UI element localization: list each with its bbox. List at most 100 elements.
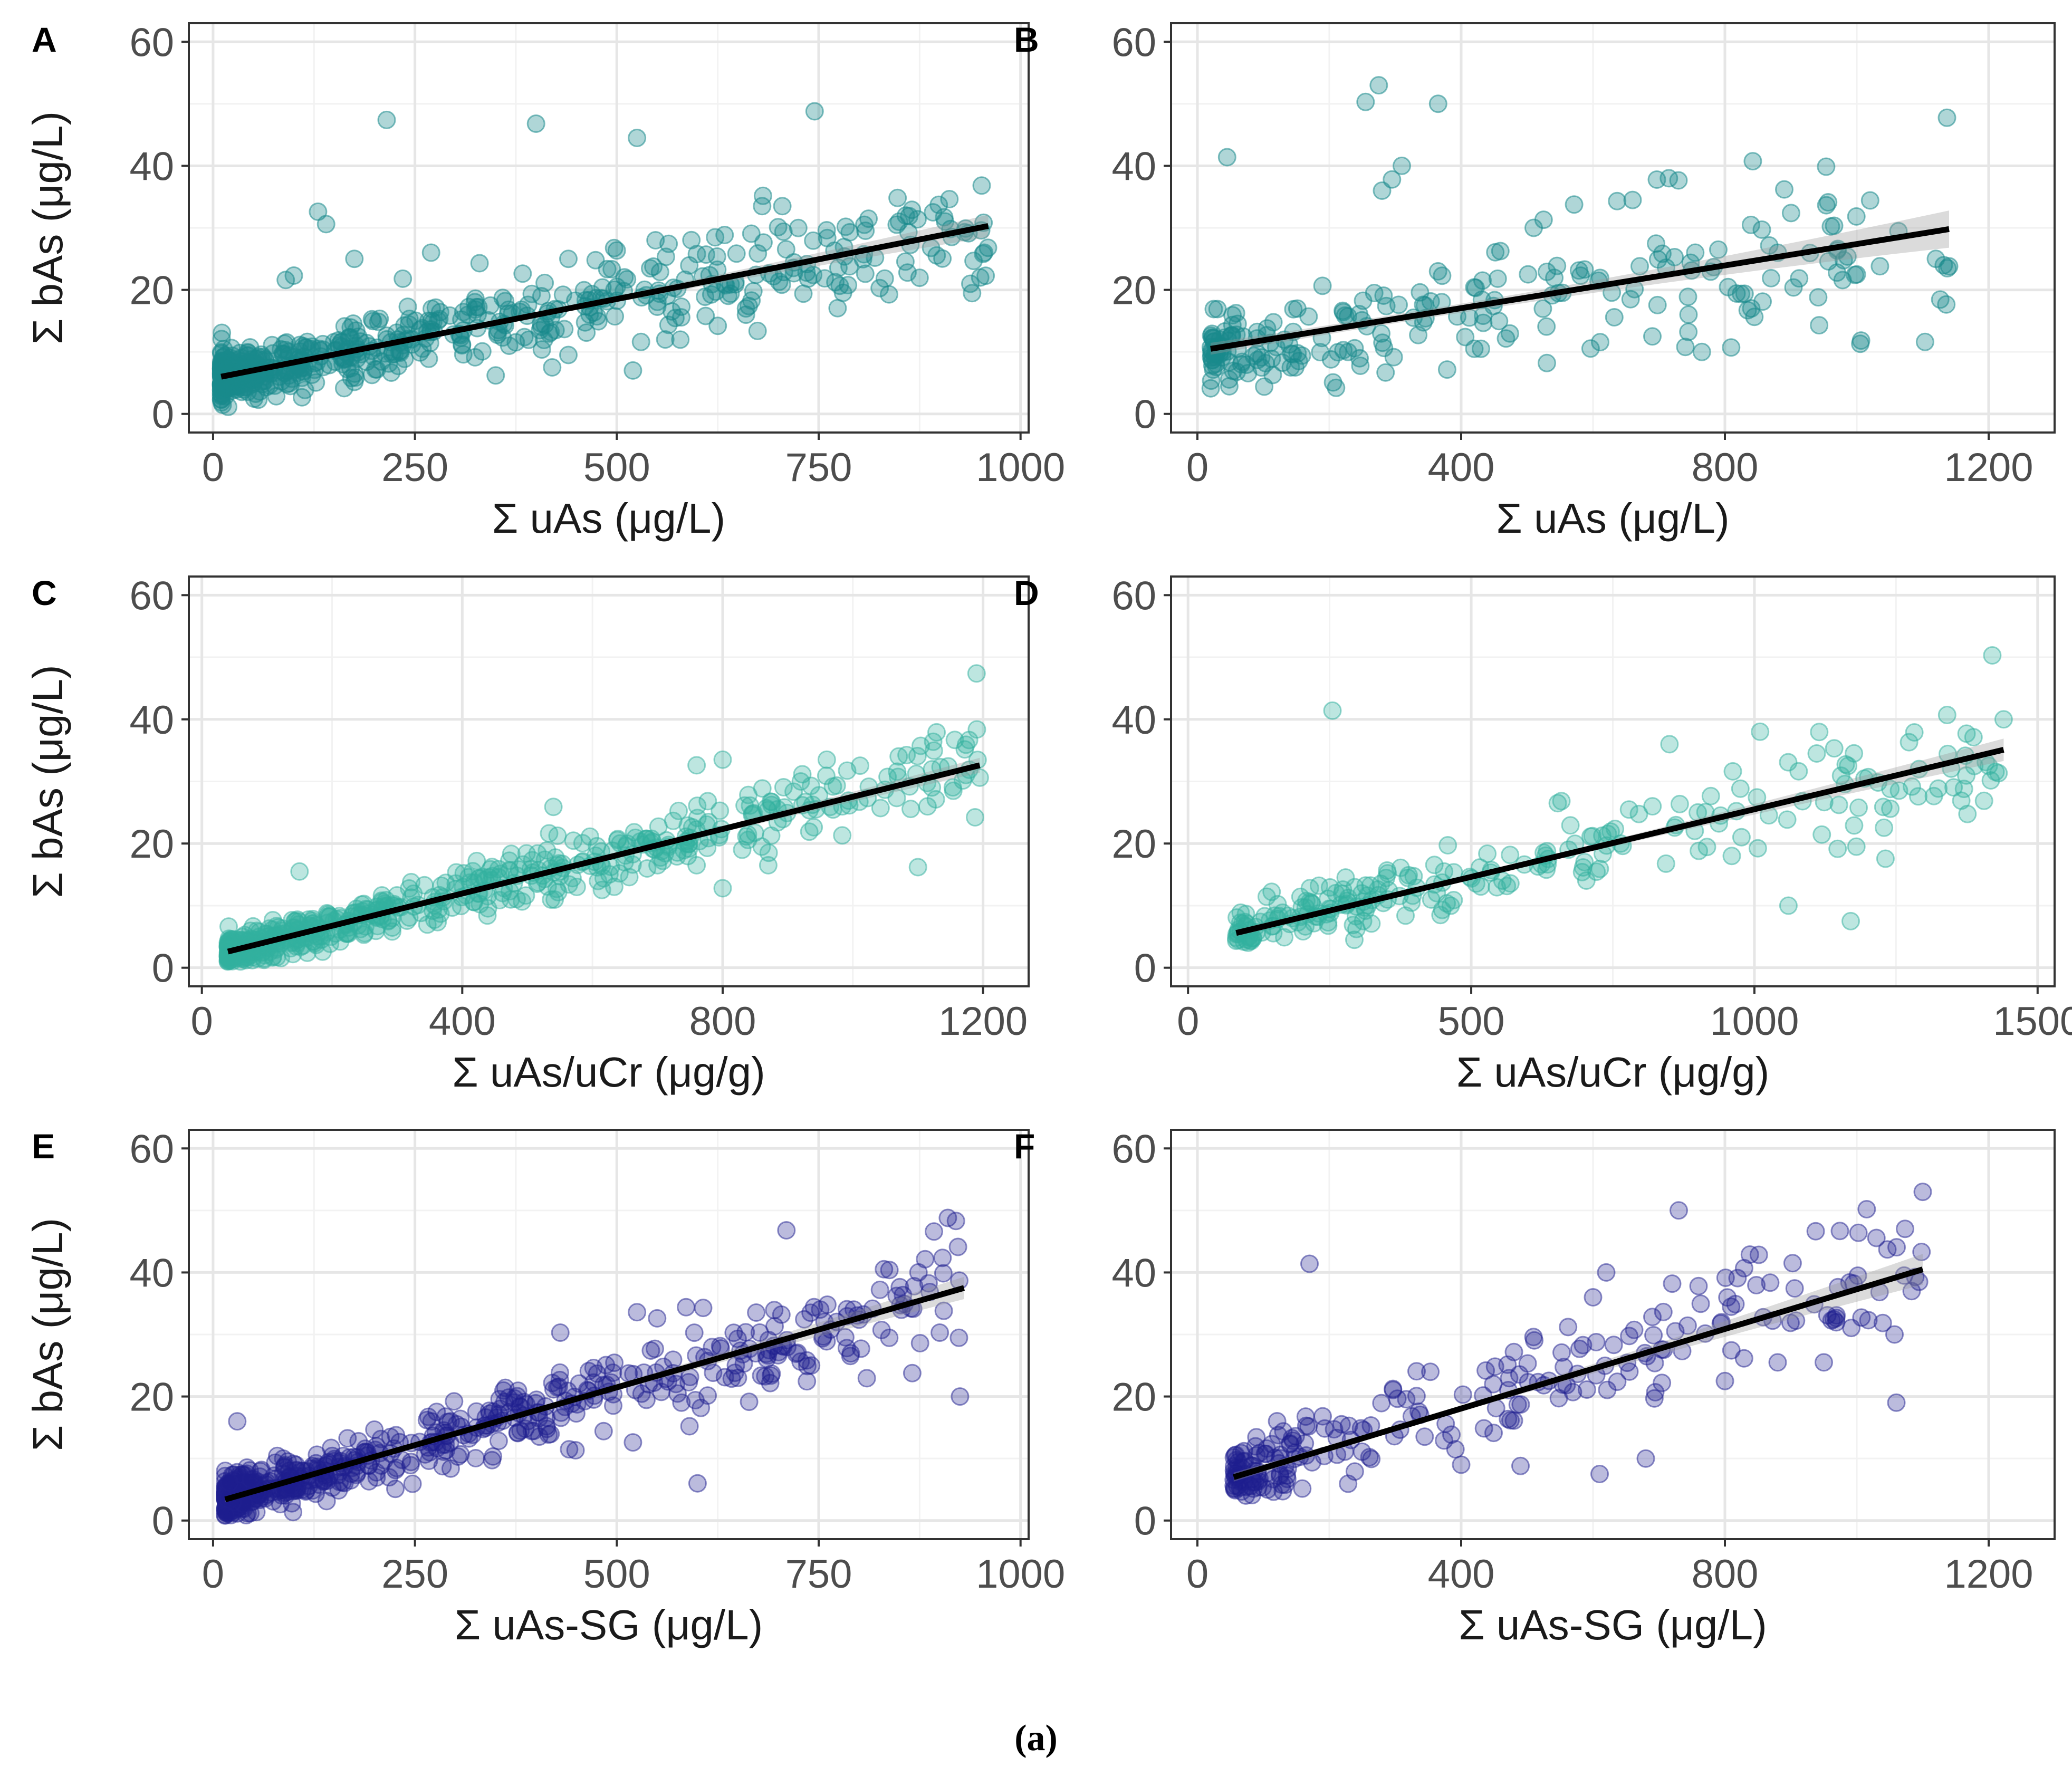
data-point	[473, 342, 492, 361]
panel-label: B	[1014, 20, 1039, 59]
chart-panel-e: 0 250 500 750 1000 0 20 40 60 Σ uAs-SG (μg/L) Σ bA…	[24, 1127, 1065, 1648]
data-point	[748, 321, 767, 340]
data-point	[967, 664, 986, 683]
data-point	[1821, 217, 1840, 236]
data-point	[1689, 1276, 1708, 1295]
data-point	[431, 904, 450, 923]
data-point	[752, 837, 771, 856]
data-point	[880, 1328, 899, 1347]
data-point	[774, 222, 793, 241]
data-point	[628, 1303, 647, 1322]
data-point	[736, 1323, 755, 1342]
x-axis-title: Σ uAs/uCr (μg/g)	[1456, 1049, 1769, 1096]
data-point	[680, 256, 699, 275]
data-point	[1663, 1274, 1682, 1293]
data-point	[838, 761, 857, 780]
data-point	[277, 374, 296, 393]
data-point	[284, 1503, 303, 1522]
chart-panel-a: 0 250 500 750 1000 0 20 40 60 Σ uAs (μg/L) Σ bAs (…	[24, 20, 1065, 542]
data-point	[1845, 816, 1864, 835]
data-point	[290, 862, 309, 881]
data-point	[406, 311, 425, 330]
data-point	[1486, 243, 1505, 262]
data-point	[1790, 269, 1809, 288]
data-point	[1676, 338, 1695, 357]
data-point	[606, 307, 625, 326]
data-point	[856, 222, 875, 240]
data-point	[1819, 193, 1838, 212]
data-point	[220, 1473, 239, 1492]
data-point	[377, 110, 396, 129]
data-point	[611, 834, 630, 853]
y-tick-label: 0	[1134, 946, 1156, 991]
x-tick-label: 0	[202, 445, 224, 490]
data-point	[313, 334, 332, 353]
data-point	[1817, 196, 1836, 215]
data-point	[889, 212, 908, 231]
data-point	[1474, 1419, 1493, 1438]
data-point	[1249, 1478, 1268, 1497]
data-point	[1431, 906, 1450, 925]
data-point	[1889, 781, 1908, 800]
y-axis-title: Σ bAs (μg/L)	[24, 665, 71, 898]
data-point	[316, 215, 335, 234]
data-point	[909, 1263, 928, 1282]
data-point	[513, 264, 532, 283]
data-point	[526, 114, 545, 133]
data-point	[956, 735, 975, 754]
y-tick-label: 40	[1111, 144, 1156, 189]
data-point	[1311, 343, 1330, 362]
data-point	[951, 1387, 970, 1406]
data-point	[908, 210, 927, 229]
data-point	[1741, 215, 1760, 234]
data-point	[851, 1339, 870, 1358]
data-point	[931, 1323, 949, 1342]
data-point	[1478, 844, 1497, 863]
y-tick-label: 40	[1111, 698, 1156, 743]
data-point	[1442, 1425, 1461, 1444]
data-point	[372, 352, 391, 371]
data-point	[540, 824, 559, 843]
data-point	[1339, 1474, 1358, 1493]
data-point	[1549, 1389, 1568, 1408]
data-point	[544, 798, 563, 817]
data-point	[688, 809, 707, 828]
data-point	[1584, 1288, 1603, 1307]
data-point	[713, 750, 732, 769]
data-point	[706, 228, 725, 247]
data-point	[598, 260, 617, 279]
data-point	[1608, 191, 1627, 210]
data-point	[1323, 373, 1342, 392]
data-point	[836, 217, 855, 236]
chart-panel-d: 0 500 1000 1500 0 20 40 60 Σ uAs/uCr (μg/g) D	[1014, 573, 2072, 1096]
data-point	[1552, 792, 1571, 811]
data-point	[924, 741, 943, 760]
data-point	[369, 312, 388, 331]
data-point	[1538, 353, 1556, 372]
data-point	[266, 1453, 285, 1472]
data-point	[773, 197, 792, 216]
data-point	[1648, 250, 1667, 269]
x-tick-label: 800	[1692, 1552, 1759, 1597]
figure-caption: (a)	[1014, 1718, 1058, 1759]
x-axis-title: Σ uAs-SG (μg/L)	[455, 1601, 763, 1648]
data-point	[597, 1356, 616, 1375]
data-point	[753, 197, 772, 216]
data-point	[1302, 894, 1321, 913]
data-point	[800, 822, 819, 841]
data-point	[295, 380, 314, 399]
data-point	[593, 278, 612, 297]
data-point	[452, 897, 471, 916]
x-tick-label: 400	[1428, 445, 1495, 490]
data-point	[1281, 1434, 1300, 1453]
data-point	[1859, 1311, 1878, 1330]
data-point	[949, 1328, 968, 1347]
data-point	[486, 366, 505, 385]
data-point	[966, 808, 984, 827]
data-point	[470, 254, 489, 273]
data-point	[440, 306, 459, 325]
data-point	[421, 243, 440, 262]
data-point	[727, 244, 746, 263]
y-axis-title: Σ bAs (μg/L)	[24, 111, 71, 344]
data-point	[1465, 278, 1484, 297]
